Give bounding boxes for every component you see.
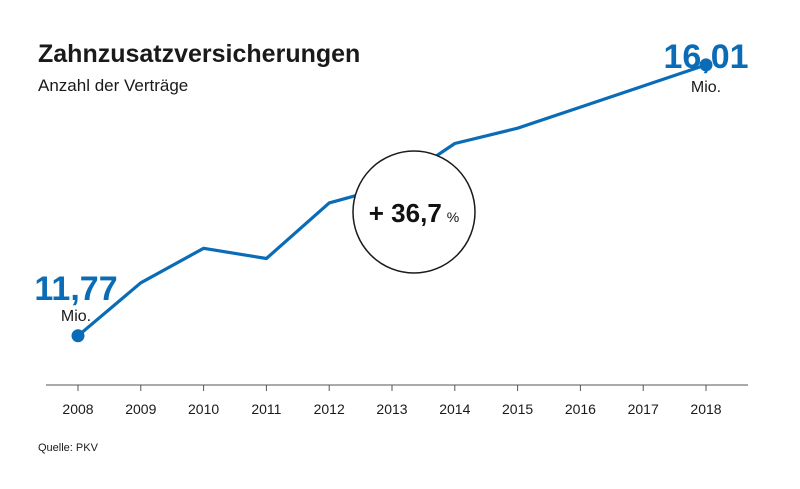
x-tick-label: 2008 — [62, 401, 93, 417]
start-value-label: 11,77 — [34, 270, 117, 308]
x-axis-ticks — [77, 385, 707, 391]
x-tick-label: 2014 — [439, 401, 470, 417]
start-point — [71, 329, 85, 343]
x-tick-label: 2012 — [314, 401, 345, 417]
growth-badge-circle — [352, 150, 476, 274]
end-point — [699, 58, 713, 72]
x-tick-label: 2011 — [251, 401, 281, 417]
x-tick-label: 2013 — [376, 401, 407, 417]
chart-subtitle: Anzahl der Verträge — [38, 76, 188, 95]
x-tick-label: 2018 — [690, 401, 721, 417]
growth-badge-label: + 36,7% — [369, 198, 459, 228]
x-tick-label: 2017 — [628, 401, 659, 417]
end-unit-label: Mio. — [691, 79, 721, 96]
growth-badge-unit: % — [447, 209, 459, 225]
chart-title: Zahnzusatzversicherungen — [38, 40, 360, 68]
source-note: Quelle: PKV — [38, 442, 99, 454]
growth-badge-value: + 36,7 — [369, 198, 442, 228]
x-tick-label: 2010 — [188, 401, 219, 417]
start-unit-label: Mio. — [61, 308, 91, 325]
x-axis-tick-labels: 2008 2009 2010 2011 2012 2013 2014 2015 2016 2017… — [62, 401, 721, 417]
x-tick-label: 2009 — [125, 401, 156, 417]
x-tick-label: 2016 — [565, 401, 596, 417]
x-tick-label: 2015 — [502, 401, 533, 417]
growth-badge: + 36,7% — [352, 150, 476, 274]
end-value-label: 16,01 — [663, 38, 748, 76]
